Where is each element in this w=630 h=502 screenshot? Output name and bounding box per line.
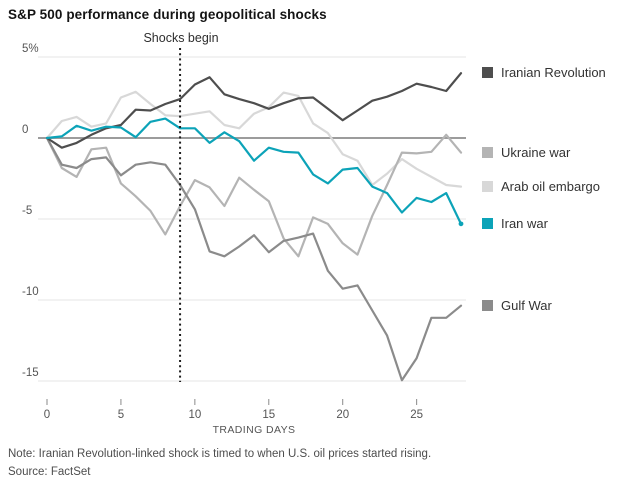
y-axis-tick-label: 0 bbox=[22, 124, 28, 136]
series-line-ukraine-war bbox=[45, 133, 463, 258]
series-line-iranian-revolution bbox=[45, 72, 463, 149]
legend-label-gulf-war: Gulf War bbox=[501, 297, 552, 313]
legend-swatch-iranian-revolution bbox=[482, 67, 493, 79]
legend-item-ukraine-war: Ukraine war bbox=[482, 145, 570, 160]
page-title: S&P 500 performance during geopolitical … bbox=[8, 7, 327, 22]
series-line-iran-war bbox=[45, 117, 463, 225]
legend-item-arab-oil-embargo: Arab oil embargo bbox=[482, 179, 600, 194]
legend-item-iran-war: Iran war bbox=[482, 216, 548, 231]
series-line-arab-oil-embargo bbox=[45, 90, 463, 188]
line-chart: 5% 0 -5 -10 -15 0 5 10 15 20 25 TRADING DAYS bbox=[22, 43, 466, 436]
x-axis-tick-label: 10 bbox=[188, 409, 201, 421]
legend-swatch-arab-oil-embargo bbox=[482, 180, 493, 192]
legend-label-iran-war: Iran war bbox=[501, 215, 548, 231]
shocks-begin-label: Shocks begin bbox=[143, 31, 219, 45]
chart-source: Source: FactSet bbox=[8, 466, 91, 478]
legend-label-ukraine-war: Ukraine war bbox=[501, 144, 571, 160]
y-axis-tick-label: -15 bbox=[22, 367, 39, 379]
x-axis-title: TRADING DAYS bbox=[213, 424, 296, 436]
chart-note: Note: Iranian Revolution-linked shock is… bbox=[8, 448, 432, 460]
x-axis-tick-label: 0 bbox=[44, 409, 50, 421]
x-axis-tick-label: 20 bbox=[336, 409, 349, 421]
x-axis-tick-label: 5 bbox=[118, 409, 124, 421]
y-axis-tick-label: -10 bbox=[22, 286, 39, 298]
legend-item-iranian-revolution: Iranian Revolution bbox=[482, 65, 606, 80]
x-axis-tick-label: 15 bbox=[262, 409, 275, 421]
series-line-gulf-war bbox=[45, 136, 463, 382]
series-end-dot-iran-war bbox=[458, 221, 464, 227]
y-axis-tick-label: -5 bbox=[22, 205, 32, 217]
legend-label-iranian-revolution: Iranian Revolution bbox=[501, 65, 606, 81]
legend-label-arab-oil-embargo: Arab oil embargo bbox=[501, 178, 600, 194]
legend-swatch-gulf-war bbox=[482, 299, 493, 311]
legend-item-gulf-war: Gulf War bbox=[482, 298, 552, 313]
legend-swatch-ukraine-war bbox=[482, 146, 493, 158]
legend-swatch-iran-war bbox=[482, 217, 493, 229]
y-axis-tick-label: 5% bbox=[22, 43, 39, 55]
x-axis-tick-label: 25 bbox=[410, 409, 423, 421]
